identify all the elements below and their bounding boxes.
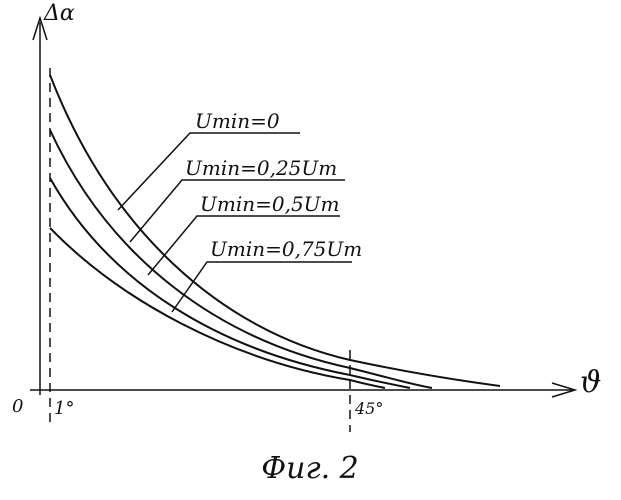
curve-label: Umin=0,75Um [210,237,362,261]
figure: Δα ϑ 0 1° 45° Umin=0 Umin=0,25Um Umin=0,… [0,0,621,500]
y-label: Δα [43,1,75,26]
curve-label: Umin=0,25Um [185,156,337,180]
caption: Фиг. 2 [261,451,359,486]
x-mark: 1° [54,398,74,419]
x-label: ϑ [580,365,601,400]
origin: 0 [12,396,23,417]
x-mark: 45° [354,399,383,418]
curve-label: Umin=0,5Um [200,192,339,216]
curve-label: Umin=0 [195,109,280,133]
